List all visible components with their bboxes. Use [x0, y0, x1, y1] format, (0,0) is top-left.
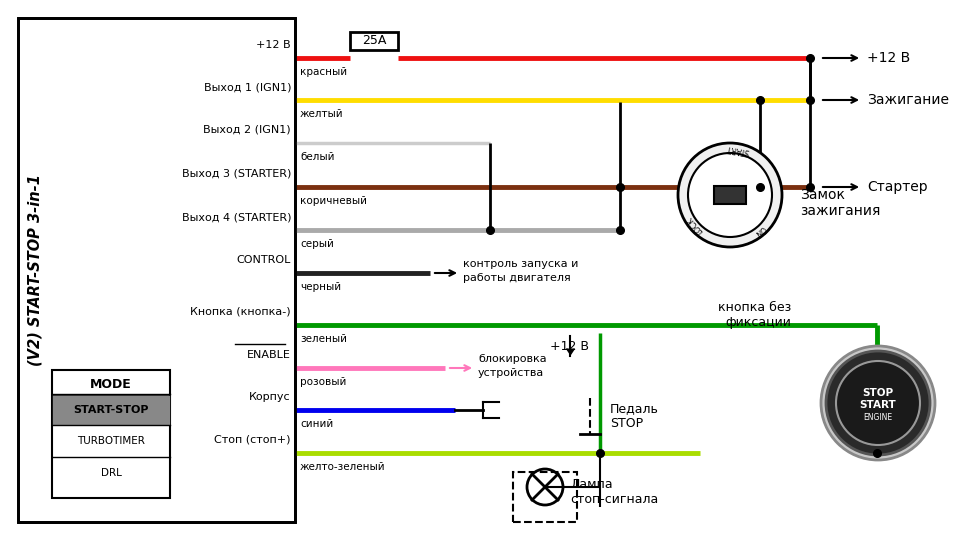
Text: DRL: DRL: [101, 468, 121, 478]
Text: Замок
зажигания: Замок зажигания: [800, 188, 880, 218]
Text: блокировка
устройства: блокировка устройства: [478, 354, 546, 377]
Text: +12 В: +12 В: [256, 40, 291, 50]
Text: (V2) START-STOP 3-in-1: (V2) START-STOP 3-in-1: [28, 174, 42, 366]
Text: красный: красный: [300, 67, 348, 77]
Text: контроль запуска и
работы двигателя: контроль запуска и работы двигателя: [463, 259, 578, 282]
Circle shape: [678, 143, 782, 247]
Text: ON: ON: [753, 223, 767, 238]
FancyBboxPatch shape: [513, 472, 577, 522]
FancyBboxPatch shape: [18, 18, 295, 522]
Text: серый: серый: [300, 239, 334, 249]
Text: зеленый: зеленый: [300, 334, 347, 344]
Text: Лампа
стоп-сигнала: Лампа стоп-сигнала: [570, 478, 659, 506]
Text: START-STOP: START-STOP: [73, 405, 149, 415]
Circle shape: [688, 153, 772, 237]
Text: Выход 3 (STARTER): Выход 3 (STARTER): [181, 169, 291, 179]
Text: START: START: [859, 400, 897, 410]
Text: Стартер: Стартер: [867, 180, 927, 194]
Text: Зажигание: Зажигание: [867, 93, 949, 107]
Text: Кнопка (кнопка-): Кнопка (кнопка-): [190, 307, 291, 317]
Circle shape: [821, 346, 935, 460]
Text: Стоп (стоп+): Стоп (стоп+): [214, 435, 291, 445]
Text: START: START: [726, 143, 751, 156]
FancyBboxPatch shape: [52, 370, 170, 498]
Text: черный: черный: [300, 282, 341, 292]
Text: ENGINE: ENGINE: [863, 413, 893, 422]
Text: LOCK: LOCK: [684, 214, 705, 235]
Circle shape: [836, 361, 920, 445]
Text: +12 В: +12 В: [867, 51, 910, 65]
Text: Выход 1 (IGN1): Выход 1 (IGN1): [204, 82, 291, 92]
Text: розовый: розовый: [300, 377, 347, 387]
Text: Педаль
STOP: Педаль STOP: [610, 402, 659, 430]
Text: Выход 2 (IGN1): Выход 2 (IGN1): [204, 125, 291, 135]
FancyBboxPatch shape: [714, 186, 746, 204]
Text: желтый: желтый: [300, 109, 344, 119]
Text: желто-зеленый: желто-зеленый: [300, 462, 386, 472]
Text: ENABLE: ENABLE: [247, 350, 291, 360]
Text: коричневый: коричневый: [300, 196, 367, 206]
Circle shape: [826, 351, 930, 455]
Text: кнопка без
фиксации: кнопка без фиксации: [718, 301, 791, 329]
FancyBboxPatch shape: [350, 32, 398, 50]
Text: STOP: STOP: [862, 388, 894, 398]
Text: белый: белый: [300, 152, 334, 162]
Text: 25A: 25A: [362, 33, 386, 46]
Text: CONTROL: CONTROL: [236, 255, 291, 265]
Text: TURBOTIMER: TURBOTIMER: [77, 436, 145, 446]
Text: MODE: MODE: [90, 377, 132, 390]
Text: +12 В: +12 В: [550, 340, 589, 353]
Text: синий: синий: [300, 419, 333, 429]
Text: Корпус: Корпус: [250, 392, 291, 402]
FancyBboxPatch shape: [52, 395, 170, 425]
Text: Выход 4 (STARTER): Выход 4 (STARTER): [181, 212, 291, 222]
